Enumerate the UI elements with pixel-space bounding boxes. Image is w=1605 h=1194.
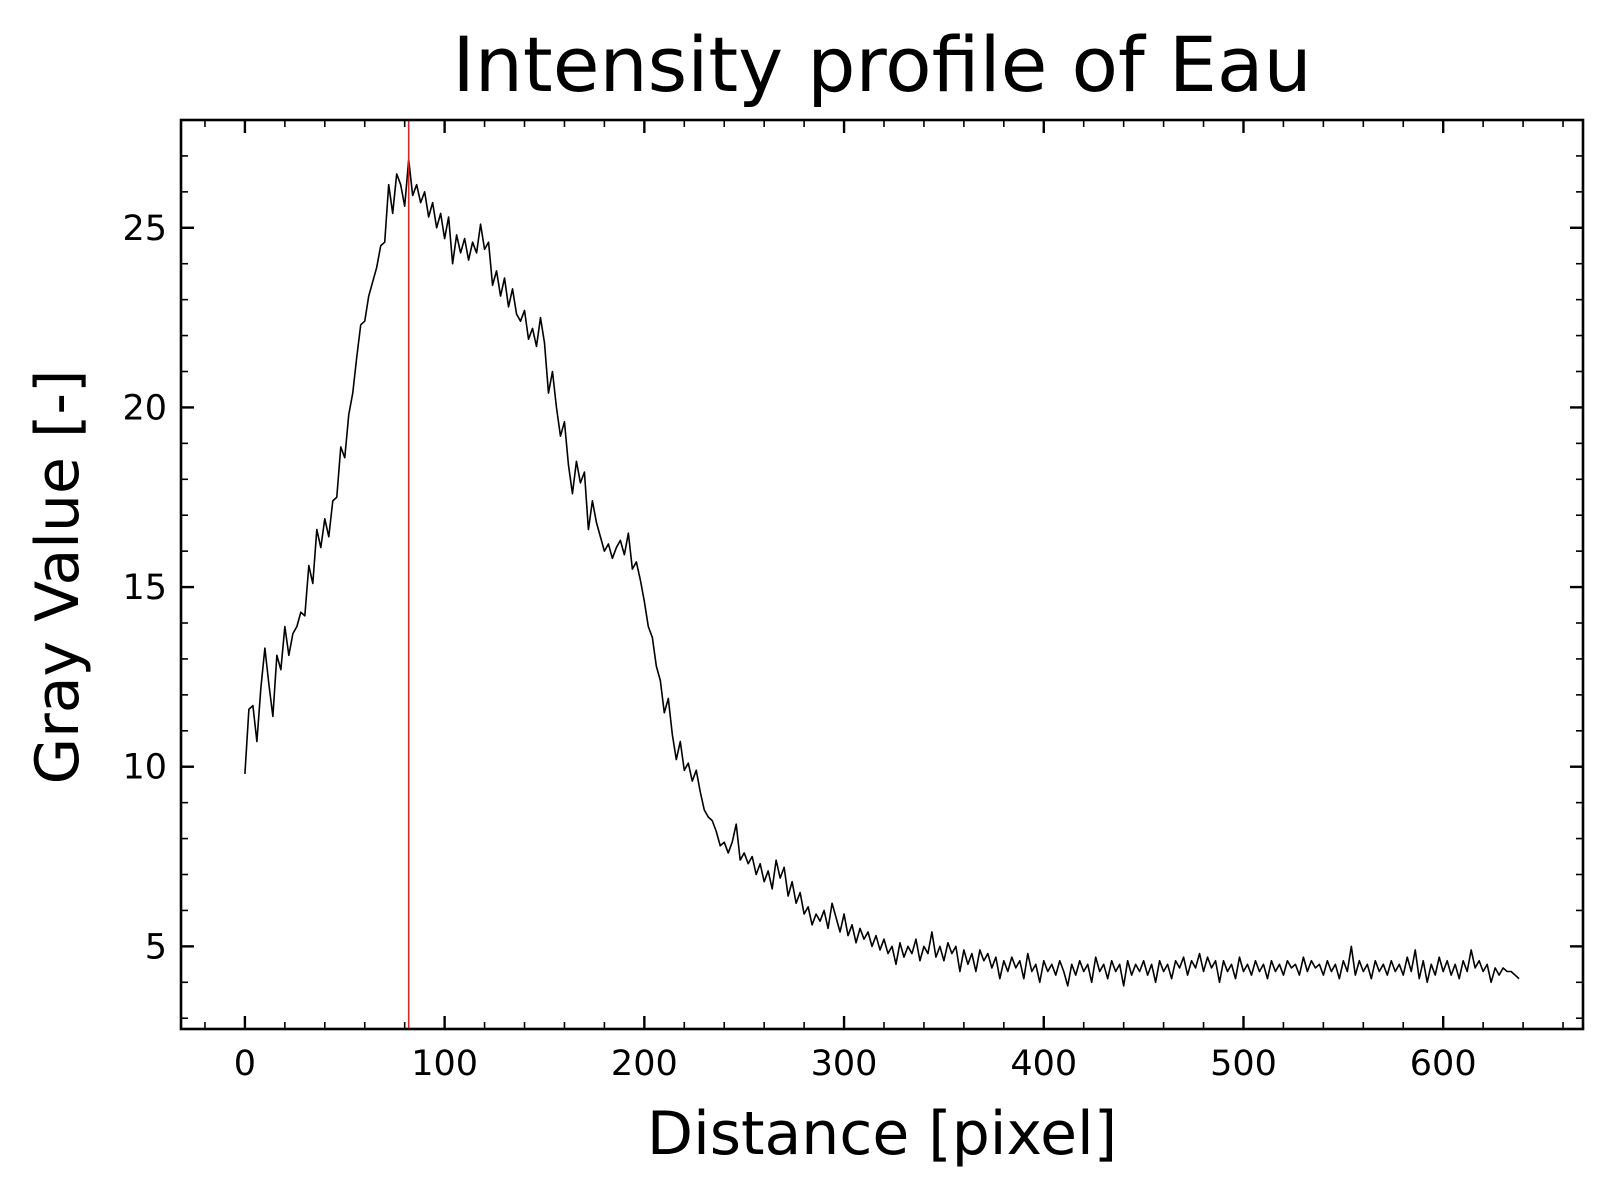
x-tick-label: 500 <box>1210 1044 1277 1084</box>
y-axis-tick-labels: 5 10 15 20 25 <box>122 209 167 968</box>
chart-title: Intensity profile of Eau <box>452 20 1311 109</box>
y-axis-label: Gray Value [-] <box>23 370 93 785</box>
x-tick-label: 300 <box>811 1044 878 1084</box>
x-tick-label: 600 <box>1410 1044 1477 1084</box>
x-axis-ticks <box>204 120 1564 1029</box>
y-tick-label: 20 <box>122 388 167 428</box>
y-tick-label: 5 <box>145 927 167 967</box>
x-tick-label: 200 <box>611 1044 678 1084</box>
plot-area: 0 100 200 300 400 500 600 5 10 15 20 25 <box>122 118 1585 1084</box>
x-axis-tick-labels: 0 100 200 300 400 500 600 <box>234 1044 1477 1084</box>
plot-frame <box>179 118 1585 1031</box>
y-axis-ticks <box>181 119 1583 1020</box>
y-tick-label: 15 <box>122 568 167 608</box>
x-tick-label: 0 <box>234 1044 256 1084</box>
x-axis-label: Distance [pixel] <box>647 1099 1117 1169</box>
profile-series-line <box>244 158 1520 987</box>
x-tick-label: 400 <box>1010 1044 1077 1084</box>
y-tick-label: 25 <box>122 209 167 249</box>
series-layer <box>244 158 1520 987</box>
y-tick-label: 10 <box>122 748 167 788</box>
x-tick-label: 100 <box>411 1044 478 1084</box>
